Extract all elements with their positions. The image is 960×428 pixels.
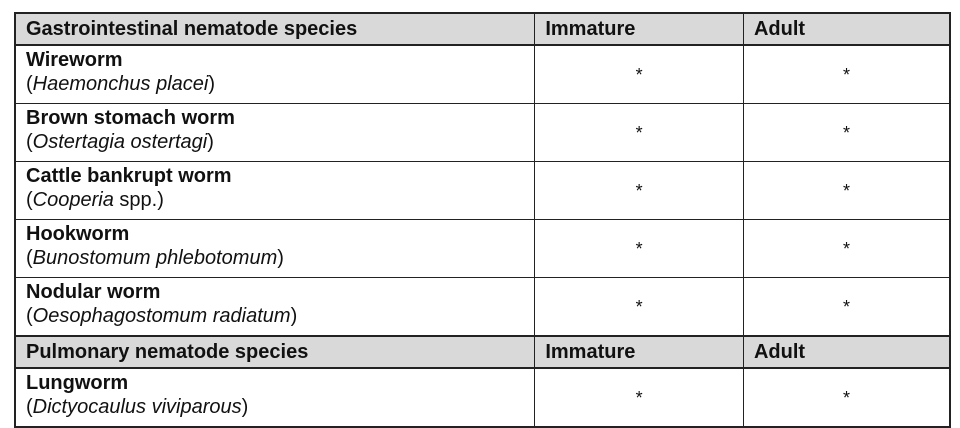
scientific-part: ( (26, 305, 33, 327)
species-cell: Wireworm (Haemonchus placei) (14, 44, 536, 104)
species-row: Hookworm (Bunostomum phlebotomum) * * (14, 219, 951, 278)
header-cell: Immature (534, 335, 744, 369)
species-cell: Cattle bankrupt worm (Cooperia spp.) (14, 161, 536, 220)
scientific-part: Ostertagia ostertagi (32, 131, 208, 153)
scientific-name: (Dictyocaulus viviparous) (26, 395, 524, 419)
immature-cell: * (534, 219, 744, 278)
species-cell: Lungworm (Dictyocaulus viviparous) (14, 367, 536, 428)
header-cell: Pulmonary nematode species (14, 335, 536, 369)
species-cell: Hookworm (Bunostomum phlebotomum) (14, 219, 536, 278)
scientific-part: ) (207, 131, 214, 153)
species-cell: Brown stomach worm (Ostertagia ostertagi) (14, 103, 536, 162)
table-body: Gastrointestinal nematode species Immatur… (14, 12, 951, 428)
scientific-part: ) (208, 73, 215, 95)
scientific-part: ( (26, 189, 33, 211)
species-row: Lungworm (Dictyocaulus viviparous) * * (14, 367, 951, 428)
header-cell: Adult (742, 335, 951, 369)
scientific-part: spp.) (113, 189, 164, 211)
scientific-name: (Bunostomum phlebotomum) (26, 246, 524, 270)
adult-cell: * (742, 277, 951, 337)
table-wrap: Gastrointestinal nematode species Immatur… (14, 12, 951, 428)
species-row: Cattle bankrupt worm (Cooperia spp.) * * (14, 161, 951, 220)
species-row: Brown stomach worm (Ostertagia ostertagi)… (14, 103, 951, 162)
scientific-part: Oesophagostomum radiatum (32, 305, 291, 327)
header-cell: Immature (534, 12, 744, 46)
scientific-part: ( (26, 131, 33, 153)
common-name: Nodular worm (26, 281, 161, 303)
scientific-part: Bunostomum phlebotomum (32, 247, 278, 269)
species-row: Nodular worm (Oesophagostomum radiatum) * * (14, 277, 951, 337)
scientific-name: (Haemonchus placei) (26, 72, 524, 96)
scientific-part: Haemonchus placei (32, 73, 209, 95)
common-name: Lungworm (26, 372, 129, 394)
species-row: Wireworm (Haemonchus placei) * * (14, 44, 951, 104)
adult-cell: * (742, 103, 951, 162)
common-name: Cattle bankrupt worm (26, 165, 232, 187)
immature-cell: * (534, 161, 744, 220)
common-name: Brown stomach worm (26, 107, 235, 129)
scientific-part: Dictyocaulus viviparous (32, 396, 242, 418)
scientific-name: (Ostertagia ostertagi) (26, 130, 524, 154)
header-row: Pulmonary nematode species Immature Adult (14, 335, 951, 369)
scientific-part: ( (26, 73, 33, 95)
scientific-part: ) (241, 396, 249, 418)
scientific-name: (Oesophagostomum radiatum) (26, 304, 524, 328)
immature-cell: * (534, 103, 744, 162)
scientific-part: Cooperia (32, 189, 114, 211)
scientific-part: ) (290, 305, 298, 327)
species-cell: Nodular worm (Oesophagostomum radiatum) (14, 277, 536, 337)
common-name: Hookworm (26, 223, 130, 245)
header-row: Gastrointestinal nematode species Immatur… (14, 12, 951, 46)
header-cell: Gastrointestinal nematode species (14, 12, 536, 46)
adult-cell: * (742, 367, 951, 428)
adult-cell: * (742, 44, 951, 104)
immature-cell: * (534, 44, 744, 104)
header-cell: Adult (742, 12, 951, 46)
scientific-part: ( (26, 396, 33, 418)
adult-cell: * (742, 161, 951, 220)
scientific-name: (Cooperia spp.) (26, 188, 524, 212)
scientific-part: ( (26, 247, 33, 269)
common-name: Wireworm (26, 49, 123, 71)
immature-cell: * (534, 277, 744, 337)
scientific-part: ) (277, 247, 284, 269)
adult-cell: * (742, 219, 951, 278)
nematode-table: Gastrointestinal nematode species Immatur… (14, 12, 951, 428)
immature-cell: * (534, 367, 744, 428)
